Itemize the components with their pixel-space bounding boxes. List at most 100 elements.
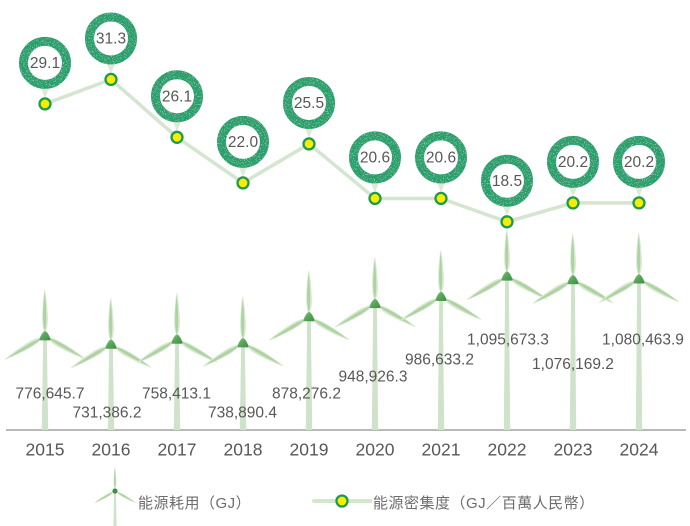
- donut-2024: 20.2: [613, 135, 665, 188]
- value-label-2024: 1,080,463.9: [602, 332, 684, 349]
- wind-turbine-legend-icon: [94, 466, 136, 526]
- legend-turbine-pole: [113, 491, 117, 526]
- turbine-blade: [466, 278, 504, 300]
- legend-turbine-blade: [113, 466, 117, 490]
- legend-turbine-hub: [112, 488, 118, 494]
- turbine-2017: [136, 293, 218, 430]
- marker-2019: [302, 137, 316, 151]
- turbine-blade: [4, 337, 42, 360]
- turbine-blade: [108, 298, 114, 341]
- turbine-blade: [378, 305, 416, 327]
- turbine-blade: [510, 278, 548, 300]
- intensity-value-2015: 29.1: [30, 55, 60, 72]
- value-label-2021: 986,633.2: [405, 352, 474, 369]
- turbine-hub: [105, 339, 117, 349]
- turbine-pole: [437, 296, 445, 430]
- intensity-value-2018: 22.0: [228, 134, 259, 151]
- turbine-blade: [240, 296, 246, 340]
- year-label-2016: 2016: [92, 440, 131, 460]
- intensity-value-2020: 20.6: [360, 149, 390, 166]
- legend-turbine-blade: [116, 491, 136, 504]
- turbine-hub: [171, 334, 183, 344]
- donut-ring-2016: [85, 12, 137, 65]
- turbine-blade: [48, 337, 86, 360]
- turbine-blade: [334, 305, 372, 328]
- donut-2018: 22.0: [217, 115, 269, 168]
- donut-2017: 26.1: [151, 70, 203, 123]
- year-label-2022: 2022: [488, 440, 527, 460]
- donut-ring-2023: [547, 135, 599, 188]
- marker-2021: [434, 191, 448, 206]
- value-label-2022: 1,095,673.3: [467, 332, 549, 349]
- year-label-2023: 2023: [554, 440, 593, 460]
- intensity-line-legend-icon: [312, 494, 372, 508]
- turbine-blade: [136, 341, 174, 363]
- turbine-2020: [334, 257, 416, 430]
- turbine-pole: [239, 343, 247, 430]
- donut-ring-2019: [283, 76, 335, 129]
- value-label-2019: 878,276.2: [272, 386, 341, 403]
- turbine-2015: [4, 289, 86, 430]
- turbine-blade: [642, 280, 680, 303]
- year-label-2021: 2021: [422, 440, 461, 460]
- turbine-blade: [312, 318, 350, 341]
- turbine-2023: [532, 233, 614, 430]
- value-label-2020: 948,926.3: [339, 369, 408, 386]
- marker-2023: [566, 196, 580, 210]
- donut-2016: 31.3: [85, 12, 137, 65]
- donut-2020: 20.6: [349, 131, 401, 184]
- turbine-2021: [400, 250, 482, 430]
- year-label-2024: 2024: [620, 440, 659, 460]
- donut-ring-2024: [613, 135, 665, 188]
- intensity-value-2021: 20.6: [426, 149, 456, 166]
- donut-2021: 20.6: [415, 131, 467, 184]
- intensity-line: [43, 77, 641, 224]
- turbine-pole: [107, 344, 115, 430]
- turbine-pole: [41, 336, 49, 430]
- year-label-2015: 2015: [26, 440, 65, 460]
- turbine-blade: [504, 229, 510, 273]
- turbine-blade: [70, 346, 108, 369]
- donut-ring-2015: [19, 36, 71, 89]
- turbine-2019: [268, 270, 350, 430]
- turbine-pole: [569, 279, 577, 430]
- turbine-2022: [466, 229, 548, 430]
- turbine-blade: [246, 344, 284, 367]
- donut-2015: 29.1: [19, 36, 71, 89]
- turbine-blade: [306, 270, 312, 314]
- turbine-hub: [369, 298, 381, 309]
- turbine-blade: [598, 280, 636, 303]
- marker-2018: [236, 176, 250, 190]
- marker-2024: [632, 196, 646, 210]
- legend-line-marker: [335, 494, 349, 508]
- intensity-value-2017: 26.1: [162, 88, 192, 105]
- marker-2015: [38, 97, 52, 111]
- turbine-hub: [39, 331, 51, 341]
- legend-label-energy-intensity: 能源密集度（GJ／百萬人民幣）: [373, 495, 595, 512]
- turbine-hub: [501, 271, 513, 281]
- turbine-pole: [503, 276, 511, 430]
- intensity-value-2022: 18.5: [492, 173, 522, 190]
- turbine-blade: [174, 293, 180, 336]
- donut-2022: 18.5: [481, 154, 533, 207]
- legend-label-energy-use: 能源耗用（GJ）: [138, 495, 252, 512]
- turbine-blade: [576, 281, 614, 304]
- turbine-blade: [636, 232, 642, 276]
- value-label-2018: 738,890.4: [208, 405, 277, 422]
- turbine-pole: [371, 303, 379, 430]
- turbine-blade: [438, 250, 444, 293]
- intensity-value-2019: 25.5: [294, 95, 324, 112]
- turbine-2018: [202, 296, 284, 430]
- donut-ring-2017: [151, 70, 203, 123]
- value-label-2015: 776,645.7: [16, 386, 85, 403]
- year-label-2019: 2019: [290, 440, 329, 460]
- turbine-pole: [173, 339, 181, 430]
- marker-2020: [368, 191, 382, 206]
- turbine-pole: [305, 316, 313, 430]
- turbine-hub: [237, 338, 249, 348]
- donut-ring-2022: [481, 154, 533, 207]
- value-label-2023: 1,076,169.2: [532, 356, 614, 373]
- donut-ring-2021: [415, 131, 467, 184]
